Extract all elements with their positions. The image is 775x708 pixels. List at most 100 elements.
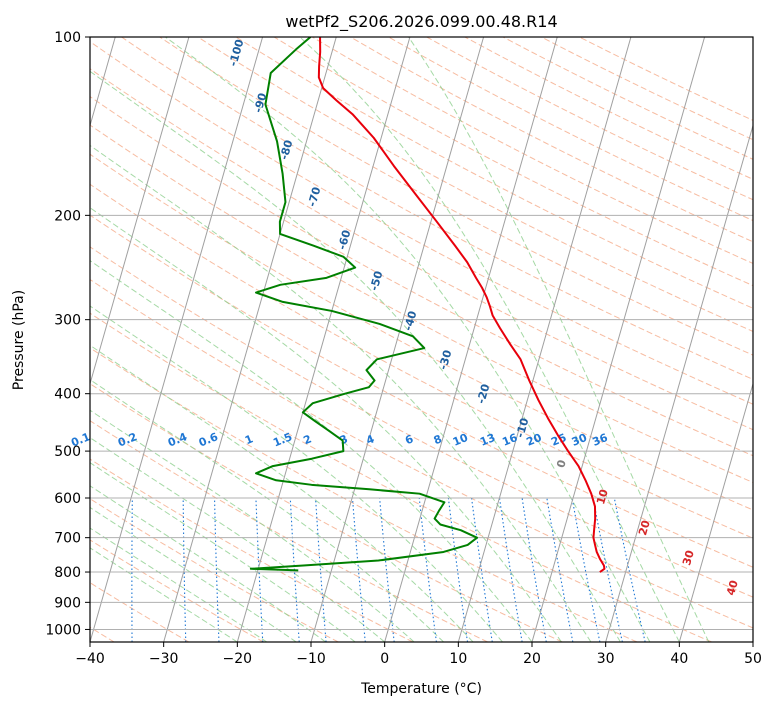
isotherm-line	[605, 123, 753, 642]
y-tick-label: 400	[54, 387, 81, 403]
dewpoint-profile-line	[249, 37, 479, 572]
warm-isotherm-label: 30	[680, 548, 697, 567]
y-tick-label: 500	[54, 444, 81, 460]
y-tick-label: 1000	[45, 622, 81, 638]
dry-adiabat-line	[90, 68, 753, 431]
moist-adiabat-line	[90, 144, 592, 642]
moist-adiabat-line	[299, 37, 680, 642]
dry-adiabat-line	[426, 37, 753, 201]
isotherm-label: -70	[306, 185, 324, 208]
chart-title: wetPf2_S206.2026.099.00.48.R14	[285, 12, 557, 32]
dry-adiabat-line	[90, 246, 753, 598]
isotherm-line	[752, 640, 753, 642]
moist-adiabat-line	[90, 344, 474, 642]
dry-adiabat-line	[90, 539, 264, 642]
moist-adiabat-line	[90, 409, 415, 642]
dry-adiabat-line	[90, 41, 753, 405]
mixing-ratio-label: 8	[432, 432, 444, 447]
x-tick-label: −40	[75, 651, 105, 667]
isotherm-label: -30	[437, 348, 455, 371]
moist-adiabat-line	[90, 462, 356, 642]
mixing-ratio-label: 20	[525, 431, 544, 449]
mixing-ratio-label: 13	[478, 431, 497, 449]
isotherm-label: -80	[278, 138, 296, 161]
isotherm-line	[384, 37, 558, 642]
moist-adiabat-line	[90, 506, 297, 642]
warm-isotherm-label: 40	[724, 578, 741, 597]
x-tick-label: 20	[523, 651, 541, 667]
isotherm-label: -10	[514, 416, 532, 439]
x-tick-label: 30	[597, 651, 615, 667]
mixing-ratio-label: 30	[570, 431, 589, 449]
axis-layer: −40 −30 −20 −10 0 10 20 30 40 5010020030040050060…	[45, 30, 762, 667]
isotherm-line	[531, 37, 706, 642]
moist-adiabat-line	[90, 260, 533, 642]
mixing-ratio-label: 3	[338, 432, 350, 447]
dry-adiabat-line	[502, 37, 753, 160]
moist-adiabat-line	[90, 527, 268, 642]
x-tick-label: −20	[223, 651, 253, 667]
mixing-ratio-line	[82, 498, 85, 642]
x-tick-label: 0	[380, 651, 389, 667]
isotherm-line	[678, 381, 753, 642]
x-tick-label: −10	[296, 651, 326, 667]
x-tick-label: 10	[449, 651, 467, 667]
isotherm-label: -20	[475, 382, 493, 405]
dry-adiabat-line	[312, 37, 753, 265]
grid-layer	[82, 37, 753, 642]
dry-adiabat-line	[90, 214, 753, 568]
x-axis-title: Temperature (°C)	[360, 681, 482, 697]
plot-background	[90, 37, 753, 642]
moist-adiabat-line	[90, 485, 327, 642]
y-tick-label: 900	[54, 595, 81, 611]
mixing-ratio-label: 2	[302, 432, 314, 447]
mixing-ratio-line	[592, 497, 623, 642]
y-tick-label: 300	[54, 313, 81, 329]
moist-adiabat-line	[165, 37, 651, 642]
y-tick-label: 100	[54, 30, 81, 46]
dry-adiabat-line	[197, 37, 753, 332]
dry-adiabat-line	[90, 183, 753, 539]
dry-adiabat-line	[90, 95, 753, 457]
x-tick-label: −30	[149, 651, 179, 667]
y-tick-label: 800	[54, 565, 81, 581]
moist-adiabat-line	[90, 437, 385, 642]
dry-adiabat-line	[235, 37, 753, 309]
isotherm-label: -60	[336, 228, 354, 251]
moist-adiabat-line	[90, 207, 562, 642]
isotherm-line	[236, 37, 411, 642]
isotherm-line	[163, 37, 337, 642]
mixing-ratio-label: 1	[243, 432, 255, 447]
y-axis-title: Pressure (hPa)	[11, 290, 27, 390]
moist-adiabat-line	[408, 37, 710, 642]
isotherm-label: -40	[402, 309, 420, 332]
y-tick-label: 700	[54, 531, 81, 547]
temperature-profile-line	[317, 37, 606, 573]
isotherm-line	[457, 37, 632, 642]
isotherm-line	[310, 37, 485, 642]
zero-isotherm-label: 0	[554, 458, 569, 469]
y-tick-label: 200	[54, 208, 81, 224]
isotherm-label: -50	[368, 269, 386, 292]
mixing-ratio-line	[613, 497, 646, 642]
warm-isotherm-label: 20	[636, 518, 653, 537]
dry-adiabat-line	[540, 37, 753, 141]
moist-adiabat-line	[90, 379, 444, 642]
x-tick-label: 40	[670, 651, 688, 667]
isotherm-line	[90, 37, 264, 642]
mixing-ratio-label: 36	[591, 431, 610, 449]
mixing-ratio-label: 16	[500, 431, 519, 449]
dry-adiabat-line	[121, 37, 753, 380]
dry-adiabat-line	[90, 458, 414, 642]
isotherm-label: -90	[252, 91, 270, 114]
series-layer	[249, 37, 606, 573]
dry-adiabat-line	[159, 37, 753, 356]
dry-adiabat-line	[464, 37, 753, 180]
moist-adiabat-line	[90, 70, 621, 642]
x-tick-label: 50	[744, 651, 762, 667]
dry-adiabat-line	[90, 383, 563, 642]
plot-frame	[89, 36, 754, 643]
mixing-ratio-label: 10	[451, 431, 470, 449]
dry-adiabat-line	[350, 37, 753, 243]
